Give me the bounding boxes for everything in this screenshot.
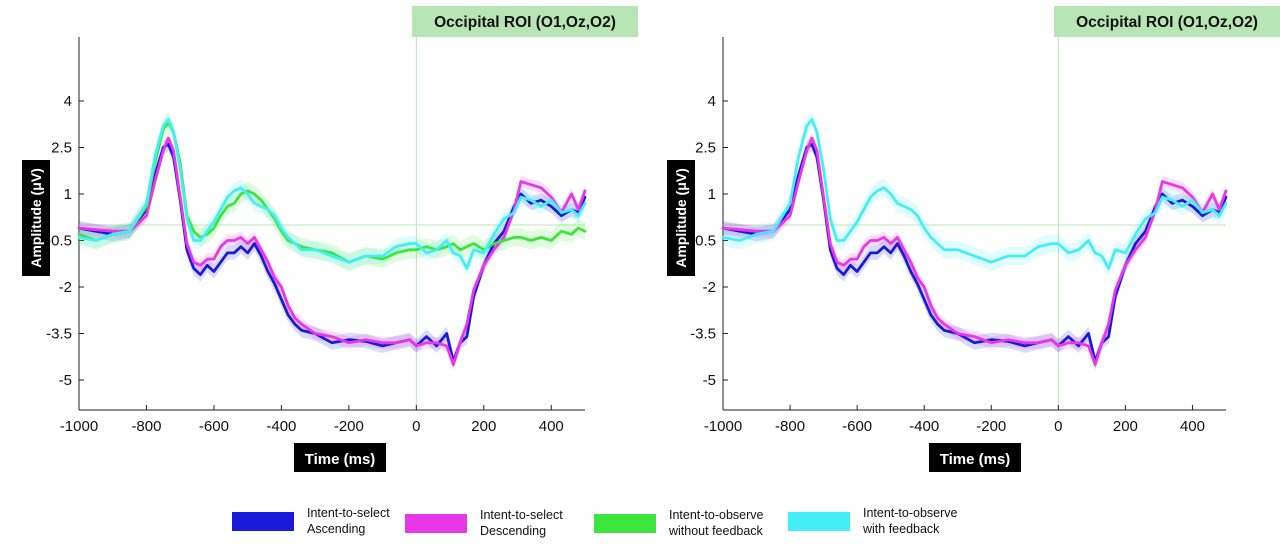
chart-title-text: Occipital ROI (O1,Oz,O2)	[434, 14, 616, 31]
x-tick-label: -400	[266, 418, 296, 435]
y-tick-label: 4	[64, 93, 72, 110]
legend-label-line: Intent-to-select	[307, 506, 390, 520]
series-line-intent-to-observe-with-feedback	[721, 118, 1228, 270]
x-tick-label: 0	[1054, 418, 1062, 435]
legend-item-with-feedback: Intent-to-observe with feedback	[788, 505, 958, 537]
y-tick-label: 2.5	[695, 140, 716, 157]
error-band-intent-to-observe-without-feedback	[79, 113, 585, 272]
chart-title-box	[412, 6, 638, 37]
y-tick-label: 1	[64, 186, 72, 203]
y-tick-label: 2.5	[51, 140, 72, 157]
chart-title: Occipital ROI (O1,Oz,O2)	[1054, 6, 1280, 37]
legend-swatch-without-feedback	[594, 513, 656, 533]
chart-panel-2: Occipital ROI (O1,Oz,O2) 4 2.5 1 -0.5 -2 -3.5 -…	[667, 6, 1280, 472]
chart-panel-1: Occipital ROI (O1,Oz,O2) 4 2.5 1 -0.5 -2 -3.5 -…	[22, 6, 638, 472]
y-axis-label-text: Amplitude (μV)	[673, 168, 689, 268]
series-line-intent-to-select-descending	[721, 136, 1228, 366]
x-axis-label: Time (ms)	[929, 443, 1021, 472]
y-tick-label: -5	[59, 372, 72, 389]
chart-title-box	[1054, 6, 1280, 37]
x-tick-label: -400	[909, 418, 939, 435]
y-axis-label-box	[667, 160, 695, 276]
x-tick-label: 200	[1113, 418, 1138, 435]
legend-label-with-feedback: Intent-to-observe with feedback	[863, 505, 958, 537]
x-tick-label: 400	[539, 418, 564, 435]
y-axis-label: Amplitude (μV)	[22, 160, 50, 276]
x-axis-label-box	[294, 443, 386, 472]
x-tick-label: -1000	[60, 418, 98, 435]
x-tick-label: -1000	[704, 418, 742, 435]
x-axis-label-text: Time (ms)	[305, 451, 376, 468]
y-tick-label: 1	[708, 186, 716, 203]
legend-label-line: with feedback	[863, 522, 940, 536]
y-tick-label: -2	[703, 279, 716, 296]
y-tick-label: -0.5	[46, 233, 72, 250]
legend-swatch-ascending	[232, 511, 294, 531]
chart-title: Occipital ROI (O1,Oz,O2)	[412, 6, 638, 37]
x-tick-label: -800	[775, 418, 805, 435]
y-tick-label: -5	[703, 372, 716, 389]
legend-item-without-feedback: Intent-to-observe without feedback	[594, 507, 764, 539]
y-axis-label: Amplitude (μV)	[667, 160, 695, 276]
legend-item-descending: Intent-to-select Descending	[405, 507, 563, 539]
legend-label-line: Intent-to-observe	[669, 508, 764, 522]
legend-label-line: Descending	[480, 524, 547, 538]
y-tick-label: 4	[708, 93, 716, 110]
legend-label-line: without feedback	[669, 524, 763, 538]
x-tick-label: -800	[131, 418, 161, 435]
legend-swatch-with-feedback	[788, 511, 850, 531]
y-axis-label-text: Amplitude (μV)	[28, 168, 44, 268]
legend-item-ascending: Intent-to-select Ascending	[232, 505, 390, 537]
x-tick-label: -600	[199, 418, 229, 435]
legend-swatch-descending	[405, 513, 467, 533]
y-axis-label-box	[22, 160, 50, 276]
legend-label-line: Ascending	[307, 522, 366, 536]
x-tick-label: 0	[412, 418, 420, 435]
x-tick-label: -600	[842, 418, 872, 435]
y-tick-label: -2	[59, 279, 72, 296]
x-tick-label: 200	[471, 418, 496, 435]
x-tick-label: -200	[334, 418, 364, 435]
chart-title-text: Occipital ROI (O1,Oz,O2)	[1076, 14, 1258, 31]
legend-label-line: Intent-to-observe	[863, 506, 958, 520]
series-line-intent-to-observe-with-feedback	[77, 118, 587, 270]
x-tick-label: 400	[1180, 418, 1205, 435]
legend-label-without-feedback: Intent-to-observe without feedback	[669, 507, 764, 539]
legend-label-line: Intent-to-select	[480, 508, 563, 522]
x-axis-label-text: Time (ms)	[940, 451, 1011, 468]
error-band-intent-to-observe-with-feedback	[723, 110, 1226, 278]
series-line-intent-to-select-descending	[77, 136, 587, 366]
legend-label-descending: Intent-to-select Descending	[480, 507, 563, 539]
y-tick-label: -0.5	[690, 233, 716, 250]
x-axis-label-box	[929, 443, 1021, 472]
x-tick-label: -200	[976, 418, 1006, 435]
y-tick-label: -3.5	[690, 326, 716, 343]
y-tick-label: -3.5	[46, 326, 72, 343]
x-axis-label: Time (ms)	[294, 443, 386, 472]
legend-label-ascending: Intent-to-select Ascending	[307, 505, 390, 537]
